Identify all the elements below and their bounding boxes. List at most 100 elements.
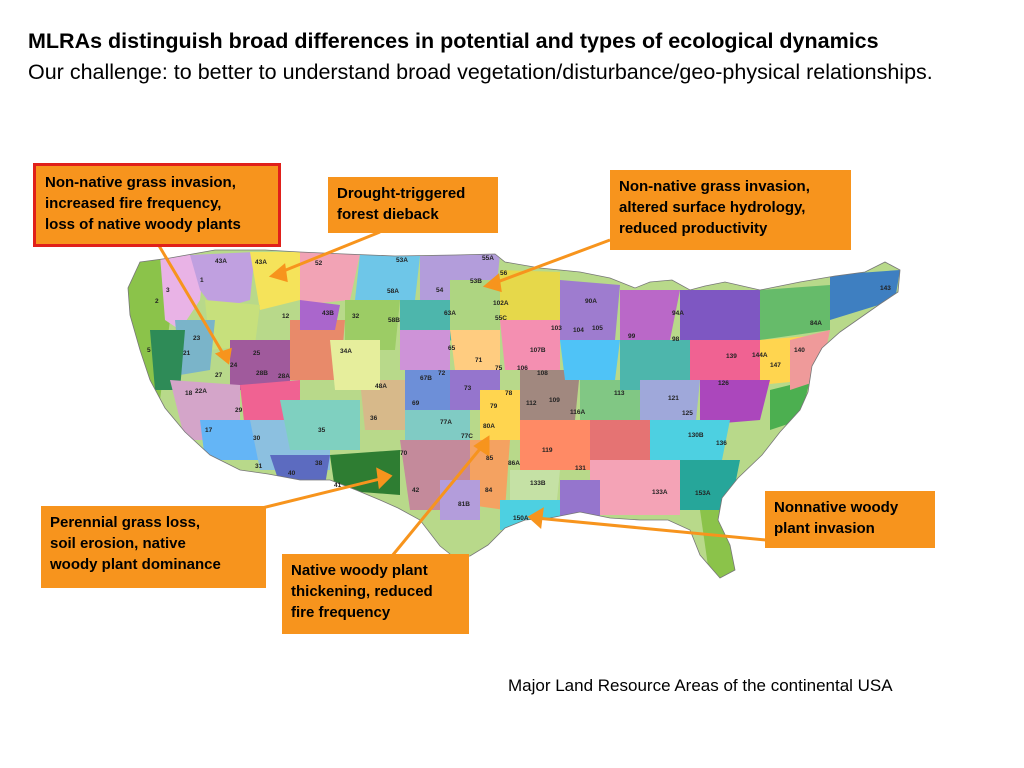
region-label: 23 [193, 335, 201, 342]
arrow-ne-head [482, 273, 502, 293]
region-label: 43B [322, 310, 334, 317]
region-label: 147 [770, 362, 781, 369]
region-label: 35 [318, 427, 326, 434]
region-label: 84A [810, 320, 822, 327]
region-label: 27 [215, 372, 223, 379]
region-label: 28B [256, 370, 268, 377]
region-label: 58B [388, 317, 400, 324]
region-label: 53A [396, 257, 408, 264]
region-label: 30 [253, 435, 261, 442]
region-label: 43A [215, 258, 227, 265]
region-label: 34A [340, 348, 352, 355]
region-label: 78 [505, 390, 513, 397]
region-label: 3 [166, 287, 170, 294]
region-label: 22A [195, 388, 207, 395]
region-label: 56 [500, 270, 508, 277]
region-label: 72 [438, 370, 446, 377]
region-label: 69 [412, 400, 420, 407]
region-label: 86A [508, 460, 520, 467]
region-label: 121 [668, 395, 679, 402]
region-label: 139 [726, 353, 737, 360]
region-label: 48A [375, 383, 387, 390]
region-label: 106 [517, 365, 528, 372]
region-label: 31 [255, 463, 263, 470]
region-label: 107B [530, 347, 546, 354]
region-label: 52 [315, 260, 323, 267]
region-label: 153A [695, 490, 711, 497]
region-label: 126 [718, 380, 729, 387]
arrow-native [390, 443, 486, 557]
arrow-drought [275, 230, 381, 276]
region-label: 24 [230, 362, 238, 369]
region-label: 58A [387, 288, 399, 295]
heading: MLRAs distinguish broad differences in p… [28, 26, 1008, 88]
region-label: 36 [370, 415, 378, 422]
region-label: 43A [255, 259, 267, 266]
region-label: 5 [147, 347, 151, 354]
region-label: 143 [880, 285, 891, 292]
region-label: 108 [537, 370, 548, 377]
arrow-nonnative [535, 516, 767, 542]
region-label: 90A [585, 298, 597, 305]
region-labels: 43A 43A 52 53A 55A 1 2 3 5 12 21 23 25 2… [147, 255, 891, 522]
region-label: 84 [485, 487, 493, 494]
region-label: 70 [400, 450, 408, 457]
callout-drought-dieback: Drought-triggered forest dieback [328, 177, 498, 233]
region-label: 53B [470, 278, 482, 285]
region-label: 29 [235, 407, 243, 414]
region-label: 85 [486, 455, 494, 462]
region-label: 140 [794, 347, 805, 354]
region-label: 67B [420, 375, 432, 382]
region-label: 80A [483, 423, 495, 430]
region-label: 99 [628, 333, 636, 340]
arrow-nonnative-head [527, 507, 544, 530]
region-label: 119 [542, 447, 553, 454]
region-label: 65 [448, 345, 456, 352]
arrow-nw [156, 243, 230, 363]
region-label: 81B [458, 501, 470, 508]
region-label: 130B [688, 432, 704, 439]
region-label: 38 [315, 460, 323, 467]
region-label: 1 [200, 277, 204, 284]
region-label: 21 [183, 350, 191, 357]
region-label: 40 [288, 470, 296, 477]
region-label: 144A [752, 352, 768, 359]
region-label: 17 [205, 427, 213, 434]
arrow-native-head [473, 435, 490, 457]
region-label: 25 [253, 350, 261, 357]
region-label: 102A [493, 300, 509, 307]
region-label: 18 [185, 390, 193, 397]
region-label: 131 [575, 465, 586, 472]
region-label: 133B [530, 480, 546, 487]
region-label: 103 [551, 325, 562, 332]
region-label: 55C [495, 315, 507, 322]
region-label: 73 [464, 385, 472, 392]
region-label: 28A [278, 373, 290, 380]
region-label: 98 [672, 336, 680, 343]
arrow-nw-head [214, 347, 232, 365]
map-caption: Major Land Resource Areas of the contine… [508, 676, 893, 695]
region-label: 77C [461, 433, 473, 440]
region-label: 116A [570, 409, 585, 416]
arrow-drought-head [268, 263, 288, 283]
region-label: 109 [549, 397, 560, 404]
region-label: 55A [482, 255, 494, 262]
us-outline [127, 249, 901, 579]
callout-perennial-grass-loss: Perennial grass loss, soil erosion, nati… [41, 506, 266, 588]
callout-nonnative-woody-invasion: Nonnative woody plant invasion [765, 491, 935, 548]
region-label: 42 [412, 487, 420, 494]
region-label: 77A [440, 419, 452, 426]
region-label: 104 [573, 327, 584, 334]
arrow-perennial-head [376, 467, 393, 490]
callout-native-woody-thickening: Native woody plant thickening, reduced f… [282, 554, 469, 634]
region-label: 41 [334, 482, 342, 489]
region-label: 63A [444, 310, 456, 317]
region-label: 54 [436, 287, 444, 294]
region-label: 75 [495, 365, 503, 372]
region-label: 113 [614, 390, 625, 397]
region-label: 94A [672, 310, 684, 317]
region-label: 71 [475, 357, 483, 364]
heading-subtitle: Our challenge: to better to understand b… [28, 60, 933, 84]
arrow-perennial [261, 476, 385, 510]
